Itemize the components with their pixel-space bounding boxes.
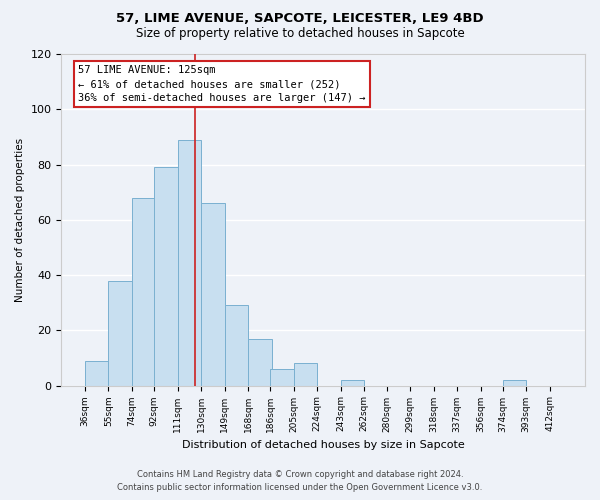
Text: 57 LIME AVENUE: 125sqm
← 61% of detached houses are smaller (252)
36% of semi-de: 57 LIME AVENUE: 125sqm ← 61% of detached… xyxy=(78,65,365,103)
Bar xyxy=(178,140,201,386)
Bar xyxy=(503,380,526,386)
Bar xyxy=(294,364,317,386)
Text: Size of property relative to detached houses in Sapcote: Size of property relative to detached ho… xyxy=(136,28,464,40)
Bar xyxy=(341,380,364,386)
Bar xyxy=(201,203,224,386)
Text: Contains HM Land Registry data © Crown copyright and database right 2024.
Contai: Contains HM Land Registry data © Crown c… xyxy=(118,470,482,492)
Bar xyxy=(224,306,248,386)
Bar xyxy=(132,198,155,386)
X-axis label: Distribution of detached houses by size in Sapcote: Distribution of detached houses by size … xyxy=(182,440,464,450)
Bar xyxy=(248,338,272,386)
Y-axis label: Number of detached properties: Number of detached properties xyxy=(15,138,25,302)
Bar xyxy=(85,360,109,386)
Text: 57, LIME AVENUE, SAPCOTE, LEICESTER, LE9 4BD: 57, LIME AVENUE, SAPCOTE, LEICESTER, LE9… xyxy=(116,12,484,26)
Bar xyxy=(271,369,294,386)
Bar xyxy=(154,168,178,386)
Bar xyxy=(109,280,132,386)
